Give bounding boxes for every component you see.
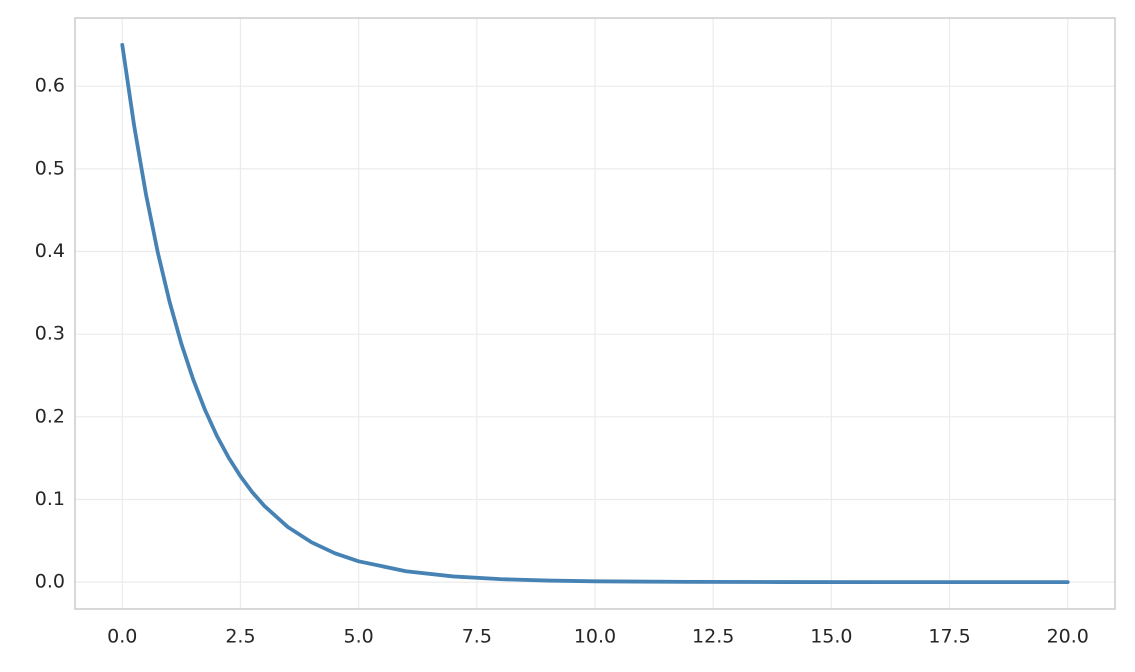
x-tick-label: 10.0 bbox=[574, 626, 616, 648]
plot-frame bbox=[74, 17, 1116, 610]
line bbox=[120, 42, 1070, 585]
x-tick-label: 5.0 bbox=[344, 626, 374, 648]
x-tick-label: 12.5 bbox=[692, 626, 734, 648]
y-tick-label: 0.2 bbox=[35, 405, 65, 427]
x-tick-label: 20.0 bbox=[1047, 626, 1089, 648]
y-tick-label: 0.4 bbox=[35, 240, 65, 262]
x-tick-label: 17.5 bbox=[928, 626, 970, 648]
x-tick-label: 0.0 bbox=[107, 626, 137, 648]
y-tick-label: 0.6 bbox=[35, 75, 65, 97]
x-tick-label: 15.0 bbox=[810, 626, 852, 648]
x-tick-label: 7.5 bbox=[462, 626, 492, 648]
x-tick-label: 2.5 bbox=[225, 626, 255, 648]
grid bbox=[75, 18, 1115, 609]
y-tick-label: 0.0 bbox=[35, 571, 65, 593]
y-tick-label: 0.3 bbox=[35, 323, 65, 345]
y-tick-label: 0.1 bbox=[35, 488, 65, 510]
y-tick-label: 0.5 bbox=[35, 157, 65, 179]
